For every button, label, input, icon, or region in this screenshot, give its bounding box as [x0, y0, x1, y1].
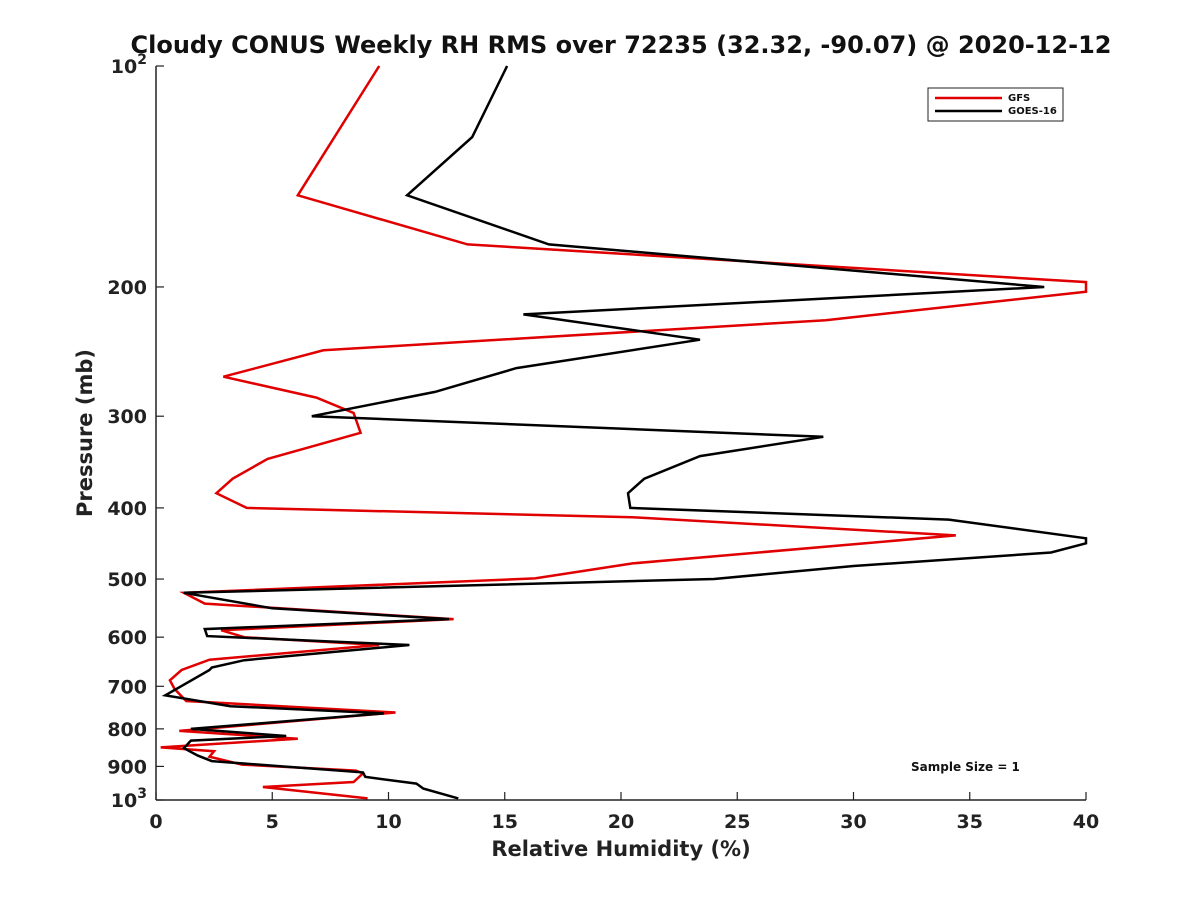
x-tick-label: 0	[149, 811, 162, 833]
x-axis-label: Relative Humidity (%)	[491, 837, 750, 861]
y-tick-label: 900	[107, 756, 147, 778]
plot-area: 0 5 10 15 20 25 30 35 40 10220030040050060070080…	[107, 52, 1099, 833]
y-tick-base: 700	[107, 676, 147, 698]
y-tick-base: 900	[107, 756, 147, 778]
legend-label-goes16: GOES-16	[1008, 106, 1057, 117]
y-tick-label: 300	[107, 406, 147, 428]
y-tick-label: 103	[111, 786, 147, 812]
x-tick-label: 35	[957, 811, 983, 833]
y-tick-label: 700	[107, 676, 147, 698]
x-tick-label: 30	[840, 811, 866, 833]
y-axis-label: Pressure (mb)	[73, 349, 97, 517]
y-tick-exponent: 3	[137, 786, 147, 802]
y-tick-label: 800	[107, 719, 147, 741]
y-tick-base: 10	[111, 790, 137, 812]
x-tick-label: 10	[375, 811, 401, 833]
y-tick-base: 500	[107, 569, 147, 591]
sample-size-annotation: Sample Size = 1	[911, 760, 1020, 774]
series-line-gfs	[160, 65, 1088, 800]
y-tick-base: 300	[107, 406, 147, 428]
series-layer	[160, 65, 1088, 800]
chart-title: Cloudy CONUS Weekly RH RMS over 72235 (3…	[131, 31, 1112, 59]
y-tick-base: 800	[107, 719, 147, 741]
y-tick-label: 400	[107, 498, 147, 520]
y-tick-exponent: 2	[137, 52, 147, 68]
y-tick-base: 10	[111, 56, 137, 78]
y-tick-label: 102	[111, 52, 147, 78]
legend-label-gfs: GFS	[1008, 93, 1030, 104]
legend-box	[927, 87, 1064, 122]
x-tick-label: 15	[492, 811, 518, 833]
y-tick-base: 600	[107, 627, 147, 649]
x-tick-label: 40	[1073, 811, 1099, 833]
series-line-goes16	[161, 65, 1088, 800]
y-tick-label: 500	[107, 569, 147, 591]
x-tick-label: 25	[724, 811, 750, 833]
y-tick-label: 200	[107, 277, 147, 299]
y-tick-base: 200	[107, 277, 147, 299]
y-tick-base: 400	[107, 498, 147, 520]
x-tick-label: 20	[608, 811, 634, 833]
x-tick-label: 5	[266, 811, 279, 833]
y-tick-label: 600	[107, 627, 147, 649]
legend: GFS GOES-16	[927, 87, 1064, 122]
x-ticks: 0 5 10 15 20 25 30 35 40	[149, 792, 1099, 833]
